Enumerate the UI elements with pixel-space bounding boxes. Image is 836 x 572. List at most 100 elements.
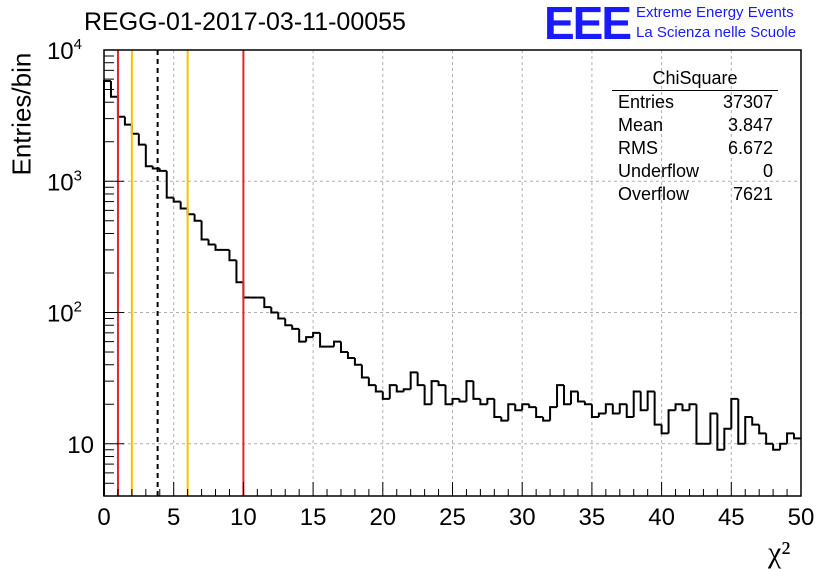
chart-title: REGG-01-2017-03-11-00055 xyxy=(84,8,406,36)
histogram-bin xyxy=(569,390,578,405)
stats-label: Mean xyxy=(618,115,664,135)
stats-label: Overflow xyxy=(618,184,690,204)
histogram-bin xyxy=(374,385,383,393)
histogram-bin xyxy=(242,282,251,299)
histogram-bin xyxy=(144,144,153,168)
logo-line-2: La Scienza nelle Scuole xyxy=(636,24,797,41)
histogram-bin xyxy=(277,312,286,320)
histogram-bin xyxy=(535,407,544,418)
histogram-bin xyxy=(451,397,460,405)
histogram-bin xyxy=(653,391,662,426)
x-tick-label: 35 xyxy=(579,504,606,531)
x-tick-label: 50 xyxy=(788,504,815,531)
histogram-bin xyxy=(688,403,697,411)
histogram-bin xyxy=(597,412,606,417)
eee-logo: EEE xyxy=(544,0,632,49)
stats-value: 37307 xyxy=(722,92,773,112)
histogram-bin xyxy=(583,401,592,406)
histogram-bin xyxy=(186,208,195,216)
x-axis-label: χ² xyxy=(768,536,791,569)
histogram-bin xyxy=(109,81,118,98)
y-tick-label: 10 xyxy=(67,432,94,459)
histogram-bin xyxy=(695,404,704,445)
histogram-bin xyxy=(465,380,474,402)
histogram-bin xyxy=(395,385,404,393)
histogram-bin xyxy=(493,398,502,418)
histogram-bin xyxy=(521,403,530,411)
histogram-bin xyxy=(563,385,571,406)
histogram-bin xyxy=(165,170,174,199)
histogram-bin xyxy=(667,409,676,434)
stats-value: 3.847 xyxy=(727,115,773,135)
histogram-bin xyxy=(660,424,669,435)
histogram-bin xyxy=(319,332,328,348)
histogram-bin xyxy=(381,391,390,400)
histogram-bin xyxy=(312,331,321,338)
histogram-bin xyxy=(402,388,411,392)
x-tick-label: 10 xyxy=(230,504,257,531)
histogram-bin xyxy=(284,318,293,327)
histogram-bin xyxy=(179,201,188,210)
histogram-bin xyxy=(744,415,753,444)
x-tick-label: 15 xyxy=(300,504,327,531)
y-tick-label: 103 xyxy=(47,167,82,196)
stats-label: Entries xyxy=(618,92,675,112)
histogram-bin xyxy=(172,197,181,203)
histogram-bin xyxy=(716,413,725,451)
histogram-bin xyxy=(576,391,585,403)
histogram-bin xyxy=(528,404,537,409)
histogram-bin xyxy=(130,124,139,135)
tick-labels: 0 5 10 15 20 25 30 35 40 45 50 10 102 103 104 xyxy=(47,36,814,531)
histogram-bin xyxy=(793,433,801,440)
histogram-bin xyxy=(639,391,648,412)
histogram-bin xyxy=(137,133,146,146)
histogram-bin xyxy=(549,406,558,421)
histogram-bin xyxy=(346,352,355,360)
histogram-bin xyxy=(758,424,767,435)
histogram-bin xyxy=(207,239,216,246)
stats-row: Mean 3.847 xyxy=(612,114,778,137)
histogram-bin xyxy=(590,404,599,418)
histogram-bin xyxy=(737,398,746,445)
stats-value: 6.672 xyxy=(727,138,773,158)
stats-title: ChiSquare xyxy=(612,66,778,91)
x-tick-label: 40 xyxy=(648,504,675,531)
y-tick-label: 102 xyxy=(47,299,82,328)
histogram-bin xyxy=(472,381,481,400)
x-tick-label: 25 xyxy=(439,504,466,531)
histogram-bin xyxy=(430,380,439,405)
stats-value: 0 xyxy=(762,161,773,181)
histogram-bin xyxy=(772,443,781,451)
stats-row: RMS 6.672 xyxy=(612,137,778,160)
stats-label: RMS xyxy=(618,138,658,158)
histogram-bin xyxy=(479,398,488,406)
histogram-bin xyxy=(625,404,634,418)
histogram-bin xyxy=(353,358,362,366)
marker-lines xyxy=(116,50,245,496)
histogram-bin xyxy=(103,80,111,496)
histogram-bin xyxy=(333,340,341,347)
y-tick-label: 104 xyxy=(47,36,82,65)
histogram-bin xyxy=(291,325,300,330)
x-tick-label: 30 xyxy=(509,504,536,531)
histogram-bin xyxy=(779,442,788,450)
histogram-bin xyxy=(123,116,132,126)
histogram-bin xyxy=(681,404,690,412)
histogram-bin xyxy=(709,412,718,444)
histogram-bin xyxy=(632,390,641,417)
histogram-bin xyxy=(556,384,565,408)
histogram-bin xyxy=(388,384,397,399)
histogram-bin xyxy=(409,371,418,390)
stats-label: Underflow xyxy=(618,161,700,181)
histogram-bin xyxy=(786,432,795,444)
histogram-bin xyxy=(723,427,732,450)
histogram-bin xyxy=(228,249,237,262)
logo-line-1: Extreme Energy Events xyxy=(636,4,794,21)
histogram-bin xyxy=(193,214,202,222)
axis-ticks xyxy=(103,49,802,497)
stats-row: Entries 37307 xyxy=(612,91,778,114)
x-tick-label: 20 xyxy=(369,504,396,531)
histogram-bin xyxy=(298,328,307,343)
histogram-bin xyxy=(214,244,223,251)
